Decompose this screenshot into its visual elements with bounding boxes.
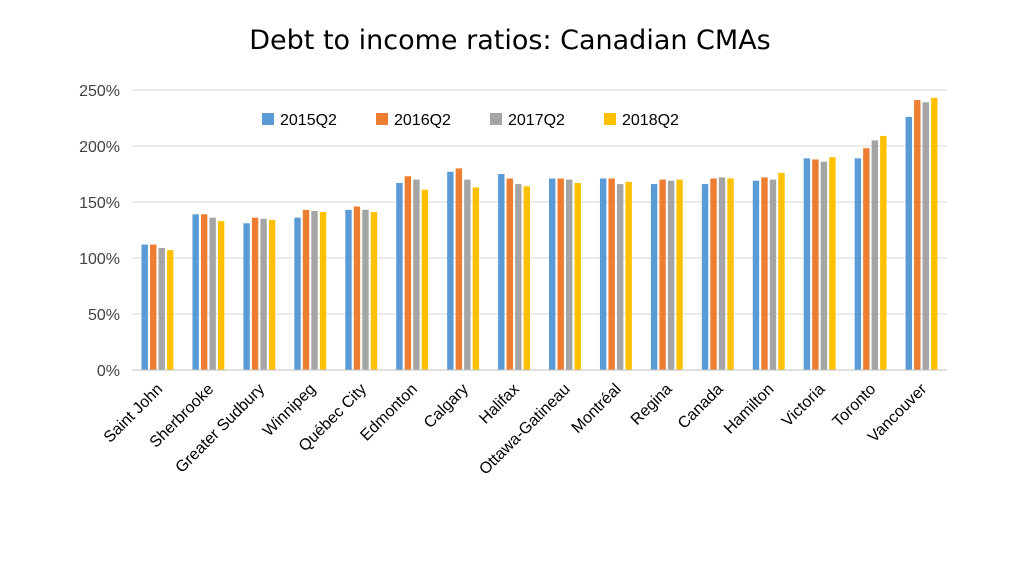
legend-label: 2015Q2	[280, 112, 337, 129]
y-tick-label: 200%	[79, 139, 120, 156]
bar	[158, 247, 165, 370]
legend-item: 2018Q2	[604, 112, 679, 129]
bar	[150, 244, 157, 370]
y-axis-ticks: 0% 50% 100% 150% 200% 250%	[79, 83, 120, 380]
chart-title: Debt to income ratios: Canadian CMAs	[249, 25, 771, 56]
x-tick-label: Ottawa-Gatineau	[476, 381, 574, 479]
bar	[718, 177, 726, 370]
bar	[353, 206, 361, 370]
bar	[294, 217, 301, 370]
bar	[812, 159, 819, 370]
bar	[599, 178, 607, 370]
bar	[464, 179, 471, 370]
bar	[871, 140, 879, 370]
legend-label: 2018Q2	[622, 112, 679, 129]
bar	[413, 179, 420, 370]
bar	[498, 174, 505, 370]
legend-item: 2016Q2	[376, 112, 451, 129]
bar	[515, 184, 522, 370]
bar	[421, 189, 429, 370]
bar	[557, 178, 564, 370]
bar	[549, 178, 556, 370]
y-tick-label: 50%	[88, 307, 120, 324]
x-tick-label: Halifax	[476, 381, 523, 428]
bar	[667, 180, 675, 370]
bars	[141, 97, 938, 370]
bar	[574, 182, 581, 370]
legend: 2015Q2 2016Q2 2017Q2 2018Q2	[262, 112, 679, 129]
bar	[931, 97, 938, 370]
bar	[455, 168, 463, 370]
y-tick-label: 100%	[79, 251, 120, 268]
bar	[192, 214, 199, 370]
bar	[659, 179, 666, 370]
legend-swatch	[376, 113, 388, 125]
x-tick-label: Victoria	[779, 381, 829, 431]
bar	[506, 178, 513, 370]
bar	[922, 102, 929, 370]
bar	[727, 178, 734, 370]
bar	[676, 179, 683, 370]
legend-swatch	[490, 113, 502, 125]
bar	[243, 223, 250, 370]
bar	[820, 161, 828, 370]
bar	[362, 209, 369, 370]
legend-swatch	[262, 113, 274, 125]
legend-label: 2017Q2	[508, 112, 565, 129]
bar	[302, 209, 310, 370]
bar	[141, 244, 148, 370]
bar	[905, 116, 912, 370]
bar	[370, 212, 378, 370]
bar	[319, 212, 327, 370]
bar	[854, 158, 862, 370]
x-tick-label: Greater Sudbury	[173, 381, 269, 477]
bar	[345, 209, 352, 370]
y-tick-label: 0%	[97, 363, 120, 380]
x-tick-label: Calgary	[421, 381, 472, 432]
x-tick-label: Regina	[628, 381, 676, 429]
y-tick-label: 250%	[79, 83, 120, 100]
bar	[616, 184, 624, 370]
bar	[803, 158, 811, 370]
bar	[251, 217, 259, 370]
bar	[863, 148, 870, 370]
bar	[396, 182, 403, 370]
legend-label: 2016Q2	[394, 112, 451, 129]
bar	[914, 100, 921, 370]
bar	[829, 157, 836, 370]
bar	[311, 210, 318, 370]
bar	[472, 187, 480, 370]
bar	[260, 218, 267, 370]
bar	[268, 219, 276, 370]
bar	[625, 181, 632, 370]
legend-item: 2017Q2	[490, 112, 565, 129]
x-tick-label: Montréal	[569, 381, 625, 437]
bar	[880, 135, 887, 370]
bar	[566, 179, 573, 370]
bar	[167, 250, 174, 370]
x-tick-label: Hamilton	[721, 381, 778, 438]
bar	[650, 184, 658, 370]
bar	[701, 184, 709, 370]
x-tick-label: Toronto	[830, 381, 880, 431]
bar	[608, 178, 615, 370]
bar	[761, 177, 768, 370]
bar	[778, 172, 785, 370]
bar	[710, 178, 717, 370]
bar	[752, 180, 760, 370]
bar	[447, 171, 454, 370]
bar	[404, 176, 412, 370]
gridlines	[132, 89, 947, 315]
bar	[209, 217, 216, 370]
bar	[523, 186, 530, 370]
bar	[217, 221, 225, 370]
x-tick-label: Canada	[675, 381, 727, 433]
bar	[200, 214, 208, 370]
legend-swatch	[604, 113, 616, 125]
y-tick-label: 150%	[79, 195, 120, 212]
legend-item: 2015Q2	[262, 112, 337, 129]
bar	[769, 179, 777, 370]
